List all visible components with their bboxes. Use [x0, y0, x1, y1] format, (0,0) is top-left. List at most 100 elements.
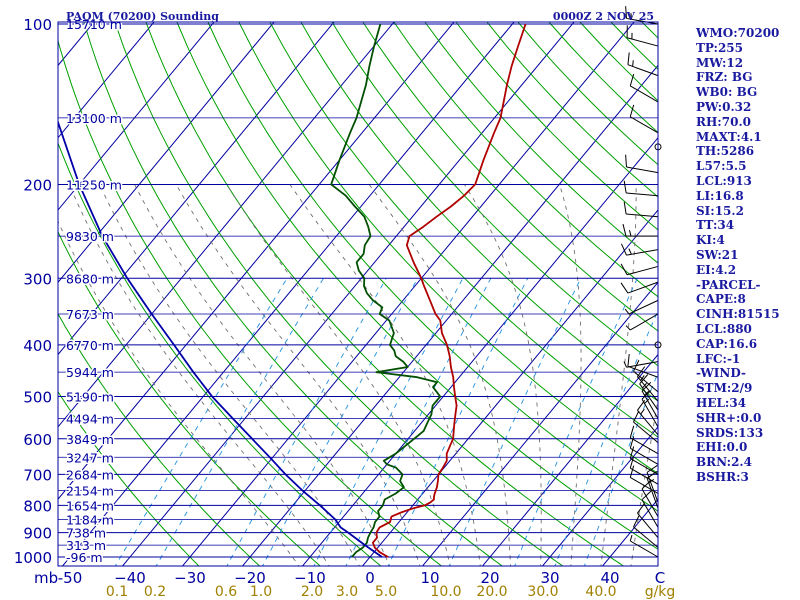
wind-barb: [633, 359, 659, 393]
wind-barb: [627, 52, 659, 77]
chart-date: 0000Z 2 NOV 25: [553, 10, 654, 23]
index-item: SI:15.2: [696, 203, 744, 218]
pressure-label: 200: [23, 176, 52, 194]
height-label: 9830 m: [66, 229, 114, 244]
height-label: 8680 m: [66, 271, 114, 286]
isotherm-line: [481, 353, 658, 566]
wind-barb: [623, 180, 659, 197]
height-label: 313 m: [66, 538, 106, 553]
index-item: KI:4: [696, 233, 725, 248]
mixing-ratio-label: 0.2: [144, 584, 166, 600]
wind-barb: [637, 400, 659, 436]
mixing-ratio-label: 20.0: [476, 584, 507, 600]
wind-barb: [629, 446, 659, 475]
x-tick-label: 0: [365, 569, 375, 587]
index-item: SW:21: [696, 248, 739, 262]
index-item: LCL:913: [696, 174, 752, 188]
height-label: 2154 m: [66, 483, 114, 498]
wind-barb: [622, 223, 658, 237]
wind-barb: [637, 366, 659, 402]
x-tick-label: −20: [234, 569, 266, 587]
wind-barb: [633, 515, 659, 548]
mixing-ratio-unit: g/kg: [645, 584, 676, 600]
wind-barb: [627, 353, 659, 378]
moist-adiabat-line: [99, 184, 360, 566]
mixing-ratio-line: [226, 278, 387, 566]
x-axis-label: mb: [34, 569, 58, 587]
wind-barb: [639, 374, 659, 411]
isotherm-line: [301, 136, 658, 566]
wind-barb: [646, 470, 659, 509]
index-item: WMO:70200: [696, 26, 780, 40]
parcel-profile: [58, 119, 383, 558]
mixing-ratio-line: [514, 278, 638, 566]
isotherm-line: [58, 22, 155, 139]
index-item: SRDS:133: [696, 425, 764, 440]
wind-barb: [641, 390, 659, 428]
x-tick-label: 30: [540, 569, 559, 587]
x-tick-label: −10: [294, 569, 326, 587]
height-label: 738 m: [66, 526, 106, 541]
x-tick-label: 10: [420, 569, 439, 587]
index-item: LI:16.8: [696, 188, 744, 203]
wind-barb: [626, 25, 659, 47]
isotherm-line: [58, 22, 395, 428]
moist-adiabat-line: [226, 184, 451, 566]
x-tick-label: −30: [174, 569, 206, 587]
index-item: HEL:34: [696, 396, 747, 410]
wind-barb: [641, 381, 659, 419]
moist-adiabat-line: [600, 184, 637, 566]
mixing-ratio-label: 0.1: [106, 584, 128, 600]
index-item: STM:2/9: [696, 381, 753, 396]
isotherm-line: [181, 22, 635, 566]
height-label: 15710 m: [66, 17, 122, 32]
isotherm-line: [58, 22, 275, 284]
index-item: WB0: BG: [696, 85, 758, 100]
isotherm-line: [541, 426, 658, 566]
wind-barb: [641, 490, 659, 528]
x-axis-end-label: C: [655, 569, 665, 587]
wind-barb: [629, 73, 659, 103]
index-item: TT:34: [696, 218, 735, 233]
wind-barb: [620, 263, 659, 276]
height-label: 6770 m: [66, 338, 114, 353]
dry-adiabat-line: [58, 312, 261, 566]
wind-barb: [629, 425, 659, 455]
wind-barb: [641, 479, 659, 517]
isotherm-line: [58, 22, 455, 500]
pressure-label: 700: [23, 466, 52, 484]
index-item: MAXT:4.1: [696, 129, 762, 144]
index-item: LCL:880: [696, 322, 752, 336]
pressure-label: 1000: [14, 549, 52, 567]
wind-barb: [625, 6, 659, 25]
index-item: -WIND-: [696, 366, 746, 381]
x-tick-label: 20: [480, 569, 499, 587]
chart-title: PAOM (70200) Sounding: [66, 10, 219, 23]
wind-barb: [629, 436, 659, 465]
x-tick-label: -50: [58, 569, 83, 587]
wind-barb: [629, 534, 659, 558]
mixing-ratio-line: [313, 278, 464, 566]
index-item: EHI:0.0: [696, 440, 748, 455]
height-label: 1654 m: [66, 498, 114, 513]
index-item: TP:255: [696, 40, 744, 55]
mixing-ratio-line: [387, 278, 529, 566]
mixing-ratio-label: 30.0: [527, 584, 558, 600]
mixing-ratio-label: 3.0: [336, 584, 358, 600]
height-label: 11250 m: [66, 177, 122, 192]
temperature-profile: [371, 23, 527, 558]
index-item: MW:12: [696, 55, 744, 70]
mixing-ratio-line: [155, 278, 324, 566]
moist-adiabat-line: [175, 184, 421, 566]
height-label: 13100 m: [66, 111, 122, 126]
height-label: 2684 m: [66, 467, 114, 482]
height-label: 3247 m: [66, 450, 114, 465]
index-item: FRZ: BG: [696, 70, 753, 85]
index-item: TH:5286: [696, 144, 755, 159]
pressure-label: 400: [23, 337, 52, 355]
pressure-label: 600: [23, 431, 52, 449]
dry-adiabat-line: [58, 390, 200, 566]
dewpoint-profile: [330, 23, 442, 558]
wind-barb: [623, 361, 659, 368]
